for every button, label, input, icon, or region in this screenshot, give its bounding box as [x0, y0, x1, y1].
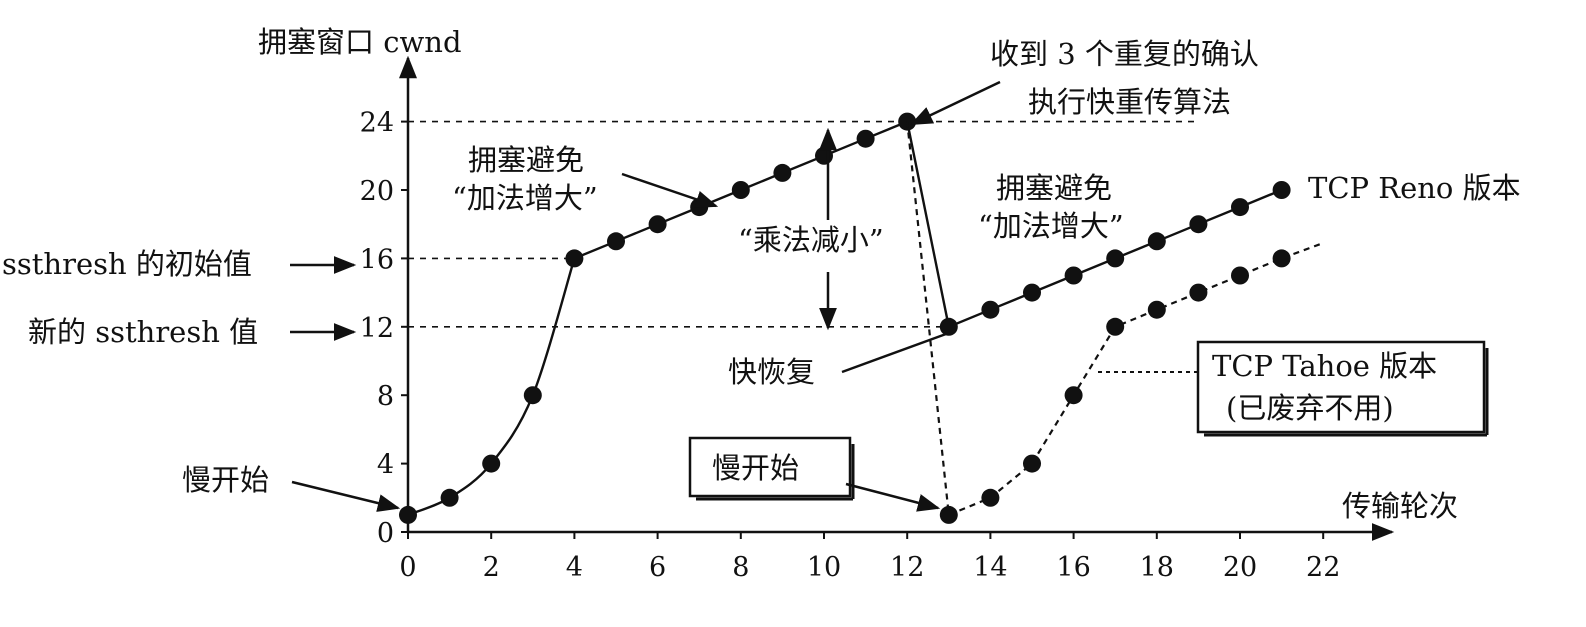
- tahoe-label-line1: TCP Tahoe 版本: [1212, 349, 1437, 383]
- mult-decrease-label: “乘法减小”: [738, 223, 884, 257]
- data-point: [440, 488, 459, 507]
- ca-right-line1: 拥塞避免: [996, 171, 1112, 205]
- data-point: [648, 215, 667, 234]
- x-tick-label: 2: [483, 552, 500, 583]
- data-point: [399, 505, 417, 524]
- y-tick-label: 24: [360, 108, 394, 139]
- data-point: [1189, 283, 1208, 302]
- reference-lines: [408, 120, 1199, 328]
- x-tick-label: 0: [399, 552, 416, 583]
- series-1: [906, 121, 1324, 524]
- slow-start-box: [688, 436, 852, 498]
- data-point: [981, 488, 1000, 507]
- series-0: [399, 112, 1291, 524]
- data-point: [1147, 232, 1166, 251]
- data-point: [607, 232, 625, 251]
- y-tick-label: 4: [377, 450, 394, 481]
- data-point: [1231, 266, 1249, 285]
- data-point: [1106, 249, 1125, 268]
- x-tick-label: 16: [1056, 552, 1090, 583]
- y-tick-label: 0: [377, 518, 394, 549]
- data-point: [773, 163, 792, 182]
- data-point: [1023, 454, 1041, 473]
- data-point: [1064, 266, 1083, 285]
- data-point: [1064, 386, 1083, 405]
- x-axis-title: 传输轮次: [1342, 489, 1458, 523]
- data-point: [1272, 249, 1291, 268]
- slow-start-left-arrow: [291, 480, 401, 512]
- ssthresh-initial-label: ssthresh 的初始值: [2, 247, 252, 281]
- ca-left-arrow: [621, 172, 719, 208]
- triple-ack-label-line1: 收到 3 个重复的确认: [990, 37, 1259, 71]
- series-layer: [399, 112, 1324, 524]
- data-point: [565, 249, 584, 268]
- data-point: [482, 454, 501, 473]
- data-point: [1023, 283, 1041, 302]
- data-point: [1189, 215, 1208, 234]
- x-tick-label: 4: [566, 552, 583, 583]
- data-point: [856, 129, 875, 148]
- x-tick-label: 20: [1223, 552, 1257, 583]
- tahoe-box: [1196, 340, 1486, 434]
- x-tick-label: 18: [1140, 552, 1174, 583]
- ca-left-line1: 拥塞避免: [468, 143, 584, 177]
- data-point: [939, 317, 958, 336]
- y-ticks: 0 4 8 12 16 20 24: [360, 108, 408, 549]
- x-ticks: 0 2 4 6 8 10 12 14 16 18 20 22: [399, 532, 1340, 583]
- ca-left-line2: “加法增大”: [452, 181, 598, 215]
- x-tick-label: 8: [732, 552, 749, 583]
- data-point: [523, 386, 542, 405]
- x-tick-label: 12: [890, 552, 924, 583]
- x-tick-label: 10: [807, 552, 841, 583]
- tahoe-label-line2: (已废弃不用): [1226, 391, 1394, 425]
- data-point: [1231, 198, 1249, 217]
- data-point: [1147, 300, 1166, 319]
- y-tick-label: 20: [360, 176, 394, 207]
- axes: [399, 55, 1395, 541]
- x-tick-label: 22: [1306, 552, 1340, 583]
- slow-start-left-label: 慢开始: [182, 463, 269, 497]
- ca-right-line2: “加法增大”: [978, 209, 1124, 243]
- data-point: [731, 181, 750, 199]
- y-tick-label: 8: [377, 381, 394, 412]
- x-tick-label: 14: [973, 552, 1007, 583]
- fast-recovery-pointer: [841, 332, 947, 374]
- ssthresh-new-label: 新的 ssthresh 值: [28, 315, 258, 349]
- y-axis-title: 拥塞窗口 cwnd: [258, 25, 462, 59]
- triple-ack-arrow: [909, 80, 1001, 126]
- annotations: 收到 3 个重复的确认 执行快重传算法 拥塞避免 “加法增大” “乘法减小” 拥…: [2, 37, 1521, 512]
- slow-start-boxed-arrow: [845, 482, 941, 512]
- data-point: [815, 146, 833, 165]
- triple-ack-label-line2: 执行快重传算法: [1028, 85, 1231, 119]
- fast-recovery-label: 快恢复: [728, 355, 815, 389]
- y-tick-label: 12: [360, 313, 394, 344]
- y-tick-label: 16: [360, 244, 394, 275]
- slow-start-boxed-label: 慢开始: [712, 451, 799, 485]
- data-point: [1106, 317, 1125, 336]
- reno-label: TCP Reno 版本: [1308, 171, 1521, 205]
- data-point: [1272, 181, 1291, 199]
- data-point: [981, 300, 1000, 319]
- data-point: [939, 505, 958, 524]
- x-tick-label: 6: [649, 552, 666, 583]
